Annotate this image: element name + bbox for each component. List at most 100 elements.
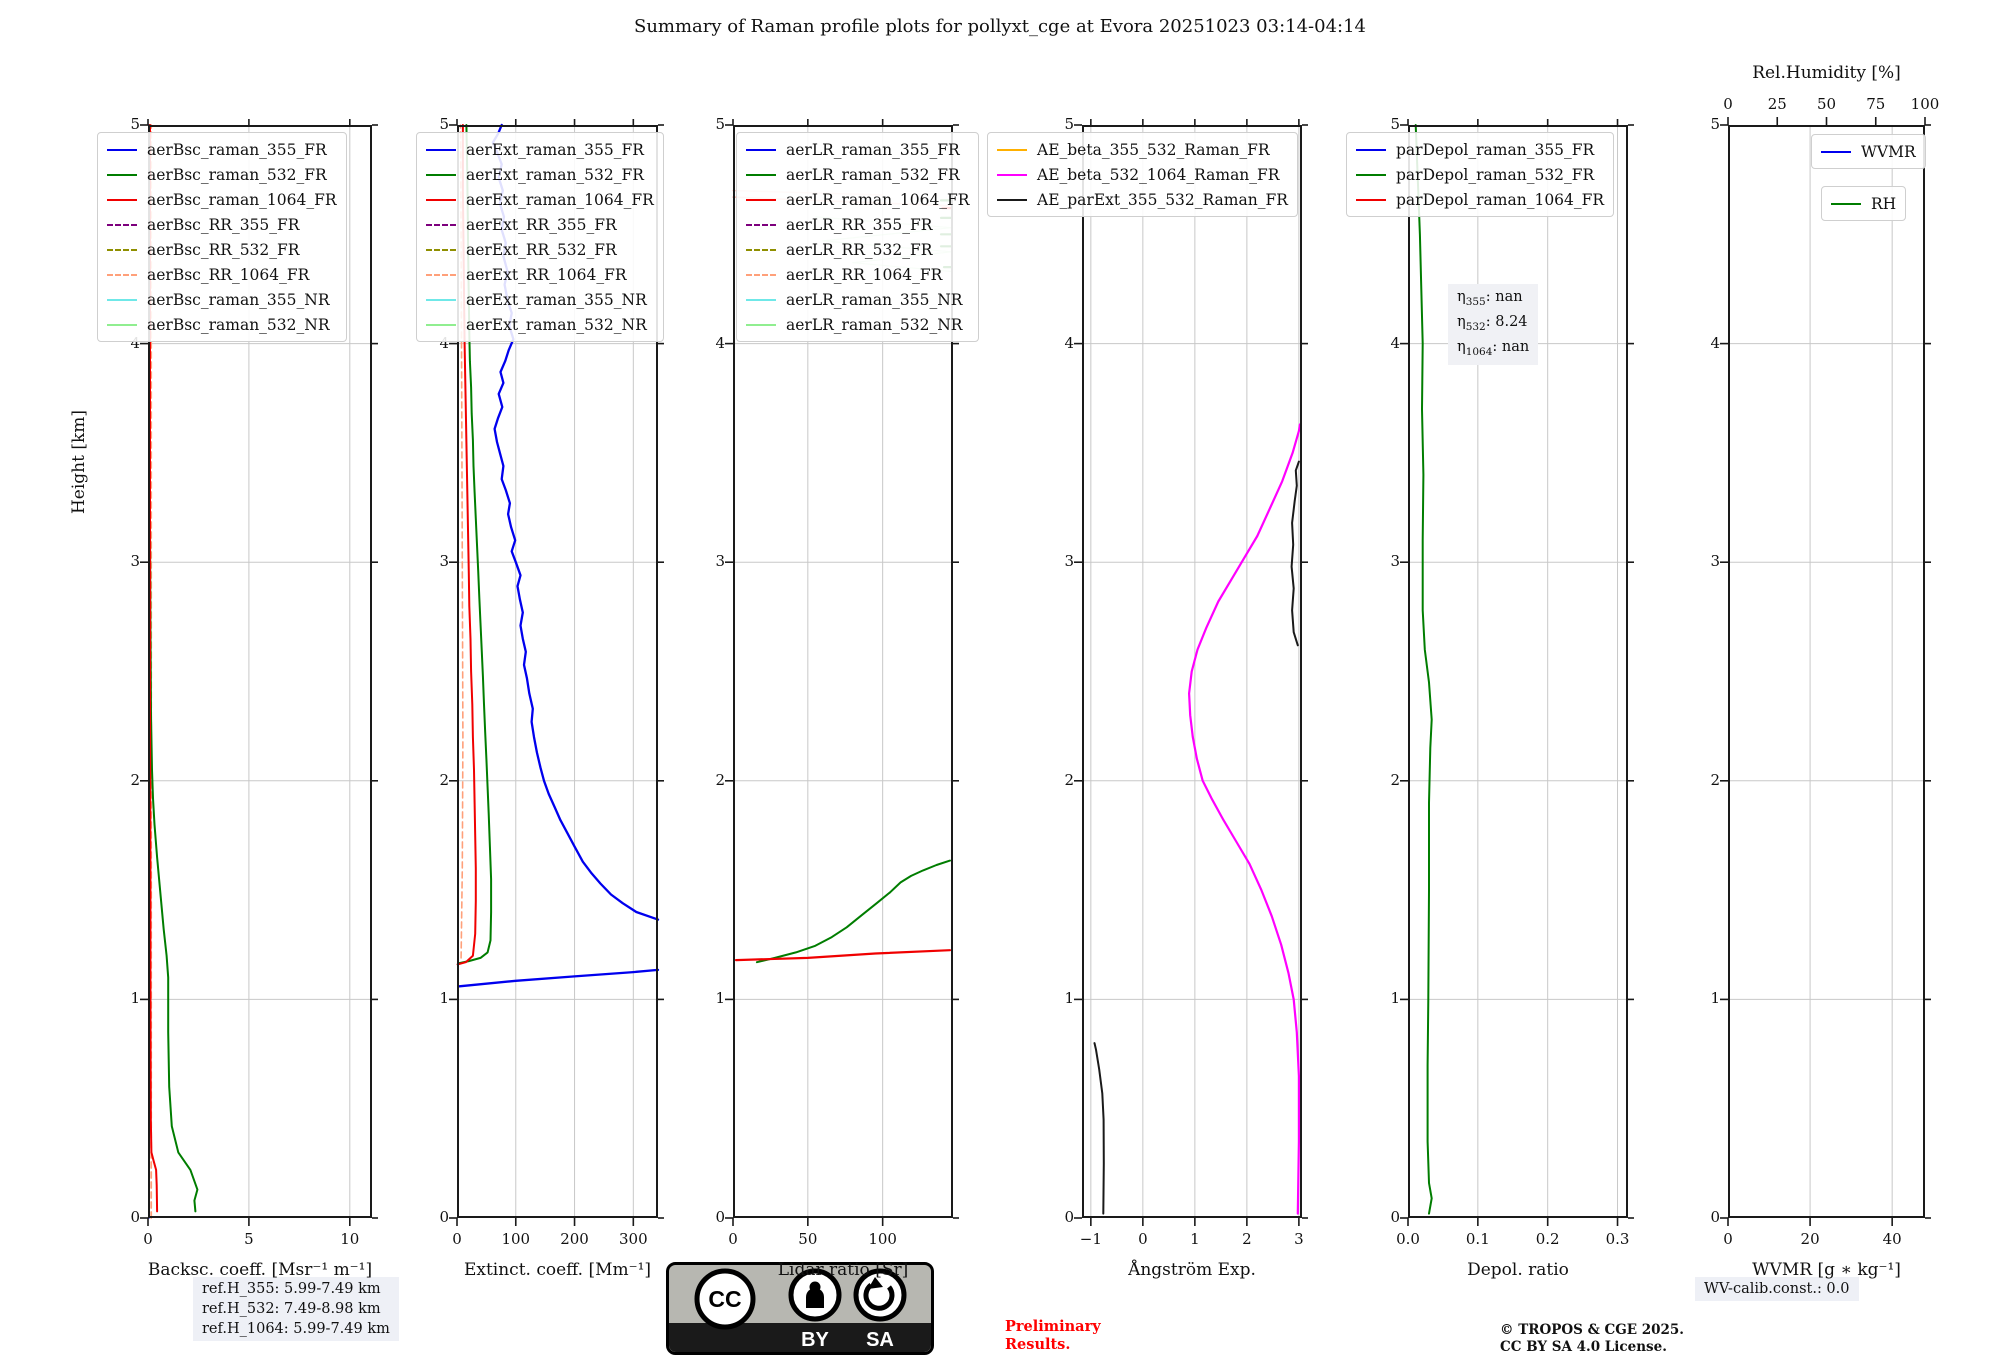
- copyright-note: © TROPOS & CGE 2025. CC BY SA 4.0 License…: [1500, 1322, 1684, 1356]
- x-tick-label: 5: [244, 1230, 254, 1248]
- axes-spines: [148, 125, 372, 1218]
- legend-label: parDepol_raman_532_FR: [1396, 165, 1595, 184]
- legend-label: aerLR_RR_532_FR: [786, 240, 933, 259]
- legend-line-sample: [426, 273, 456, 276]
- legend-item-AE_beta_532_1064_Raman_FR: AE_beta_532_1064_Raman_FR: [997, 162, 1288, 187]
- x-tick-label: 100: [501, 1230, 531, 1248]
- legend-box: aerLR_raman_355_FR aerLR_raman_532_FR aerL…: [736, 132, 980, 342]
- legend-item-aerExt_RR_1064_FR: aerExt_RR_1064_FR: [426, 262, 654, 287]
- y-tick-label: 3: [1390, 552, 1400, 571]
- x-tick-label: 1: [1190, 1230, 1200, 1248]
- legend-label: aerLR_RR_355_FR: [786, 215, 933, 234]
- legend-line-sample: [426, 198, 456, 201]
- x-axis-label: Extinct. coeff. [Mm⁻¹]: [463, 1260, 652, 1280]
- x-tick-label: 0: [1138, 1230, 1148, 1248]
- cc-icon: [694, 1268, 756, 1330]
- y-tick-label: 4: [1390, 333, 1400, 352]
- legend-item-aerBsc_RR_1064_FR: aerBsc_RR_1064_FR: [107, 262, 337, 287]
- x-tick-label: 20: [1800, 1230, 1820, 1248]
- y-tick-label: 1: [439, 989, 449, 1008]
- y-tick-label: 4: [1064, 333, 1074, 352]
- legend-label: aerExt_raman_1064_FR: [466, 190, 654, 209]
- legend-item-aerLR_raman_1064_FR: aerLR_raman_1064_FR: [746, 187, 969, 212]
- legend-label: aerLR_raman_532_FR: [786, 165, 960, 184]
- y-tick-label: 5: [715, 115, 725, 133]
- top-tick-label: 75: [1866, 95, 1886, 113]
- y-tick-label: 1: [715, 989, 725, 1008]
- y-tick-label: 3: [1064, 552, 1074, 571]
- legend-label: aerExt_RR_532_FR: [466, 240, 617, 259]
- legend-label: aerBsc_raman_1064_FR: [147, 190, 337, 209]
- eta-line: η355: nan: [1457, 289, 1523, 308]
- top-tick-label: 100: [1910, 95, 1940, 113]
- x-tick-label: 0: [143, 1230, 153, 1248]
- preliminary-results-note: Preliminary Results.: [1005, 1318, 1101, 1354]
- series-AE_parExt_355_532_Raman_FR: [1093, 1042, 1105, 1215]
- legend-line-sample: [746, 173, 776, 176]
- legend-item-aerBsc_raman_532_FR: aerBsc_raman_532_FR: [107, 162, 337, 187]
- y-tick-label: 4: [1710, 333, 1720, 352]
- top-tick-label: 0: [1723, 95, 1733, 113]
- y-tick-label: 3: [130, 552, 140, 571]
- legend-line-sample: [107, 323, 137, 326]
- legend-label: aerBsc_RR_532_FR: [147, 240, 300, 259]
- legend-item-parDepol_raman_1064_FR: parDepol_raman_1064_FR: [1356, 187, 1604, 212]
- legend-item-AE_beta_355_532_Raman_FR: AE_beta_355_532_Raman_FR: [997, 137, 1288, 162]
- legend-line-sample: [107, 148, 137, 151]
- x-axis-label: Lidar ratio [Sr]: [777, 1260, 909, 1280]
- y-tick-label: 1: [1390, 989, 1400, 1008]
- y-tick-label: 2: [1064, 770, 1074, 789]
- legend-line-sample: [746, 248, 776, 251]
- copyright-line: © TROPOS & CGE 2025.: [1500, 1322, 1685, 1338]
- legend-line-sample: [426, 298, 456, 301]
- plot-area-extinction: [449, 119, 664, 1226]
- panel-depol-ratio: [1400, 119, 1634, 1226]
- legend-item-aerBsc_RR_355_FR: aerBsc_RR_355_FR: [107, 212, 337, 237]
- y-axis-label: Height [km]: [69, 409, 89, 515]
- x-tick-label: 50: [798, 1230, 818, 1248]
- svg-text:BY: BY: [801, 1329, 829, 1351]
- x-tick-label: 0: [728, 1230, 738, 1248]
- legend-label: aerExt_RR_1064_FR: [466, 265, 627, 284]
- legend-line-sample: [107, 248, 137, 251]
- legend-label: aerExt_raman_355_FR: [466, 140, 644, 159]
- top-axis-title: Rel.Humidity [%]: [1752, 63, 1901, 83]
- plot-area-depol-ratio: [1400, 119, 1634, 1226]
- legend-line-sample: [1831, 202, 1861, 205]
- series-aerExt_raman_355_FR: [458, 968, 660, 988]
- legend-label: aerLR_raman_1064_FR: [786, 190, 970, 209]
- legend-item-aerExt_raman_1064_FR: aerExt_raman_1064_FR: [426, 187, 654, 212]
- panel-wvmr: [1720, 117, 1931, 1226]
- legend-line-sample: [997, 148, 1027, 151]
- x-tick-label: 300: [618, 1230, 648, 1248]
- y-tick-label: 0: [1390, 1208, 1400, 1226]
- panel-angstroem: [1074, 119, 1308, 1226]
- legend-line-sample: [746, 273, 776, 276]
- y-tick-label: 3: [1710, 552, 1720, 571]
- legend-label: AE_beta_532_1064_Raman_FR: [1037, 165, 1280, 184]
- legend-label: parDepol_raman_355_FR: [1396, 140, 1595, 159]
- x-tick-label: 0: [1723, 1230, 1733, 1248]
- x-tick-label: 200: [560, 1230, 589, 1248]
- y-tick-label: 0: [1064, 1208, 1074, 1226]
- axes-spines: [1728, 125, 1925, 1218]
- legend-box: AE_beta_355_532_Raman_FR AE_beta_532_1064…: [987, 132, 1298, 217]
- legend-line-sample: [107, 273, 137, 276]
- legend-item-parDepol_raman_355_FR: parDepol_raman_355_FR: [1356, 137, 1604, 162]
- legend-item-aerExt_raman_355_NR: aerExt_raman_355_NR: [426, 287, 654, 312]
- legend-line-sample: [746, 323, 776, 326]
- legend-box: aerBsc_raman_355_FR aerBsc_raman_532_FR ae…: [97, 132, 347, 342]
- legend-label: aerLR_RR_1064_FR: [786, 265, 943, 284]
- eta-line: η532: 8.24: [1457, 313, 1528, 333]
- legend-label: aerExt_raman_355_NR: [466, 290, 647, 309]
- top-tick-label: 50: [1816, 95, 1837, 113]
- legend-label: aerExt_RR_355_FR: [466, 215, 617, 234]
- series-aerLR_raman_532_FR: [755, 859, 951, 964]
- legend-item-aerLR_raman_532_FR: aerLR_raman_532_FR: [746, 162, 969, 187]
- y-tick-label: 5: [130, 115, 140, 133]
- legend-box: RH: [1821, 186, 1907, 221]
- y-tick-label: 0: [1710, 1208, 1720, 1226]
- panel-extinction: [449, 119, 664, 1226]
- legend-label: WVMR: [1861, 142, 1916, 161]
